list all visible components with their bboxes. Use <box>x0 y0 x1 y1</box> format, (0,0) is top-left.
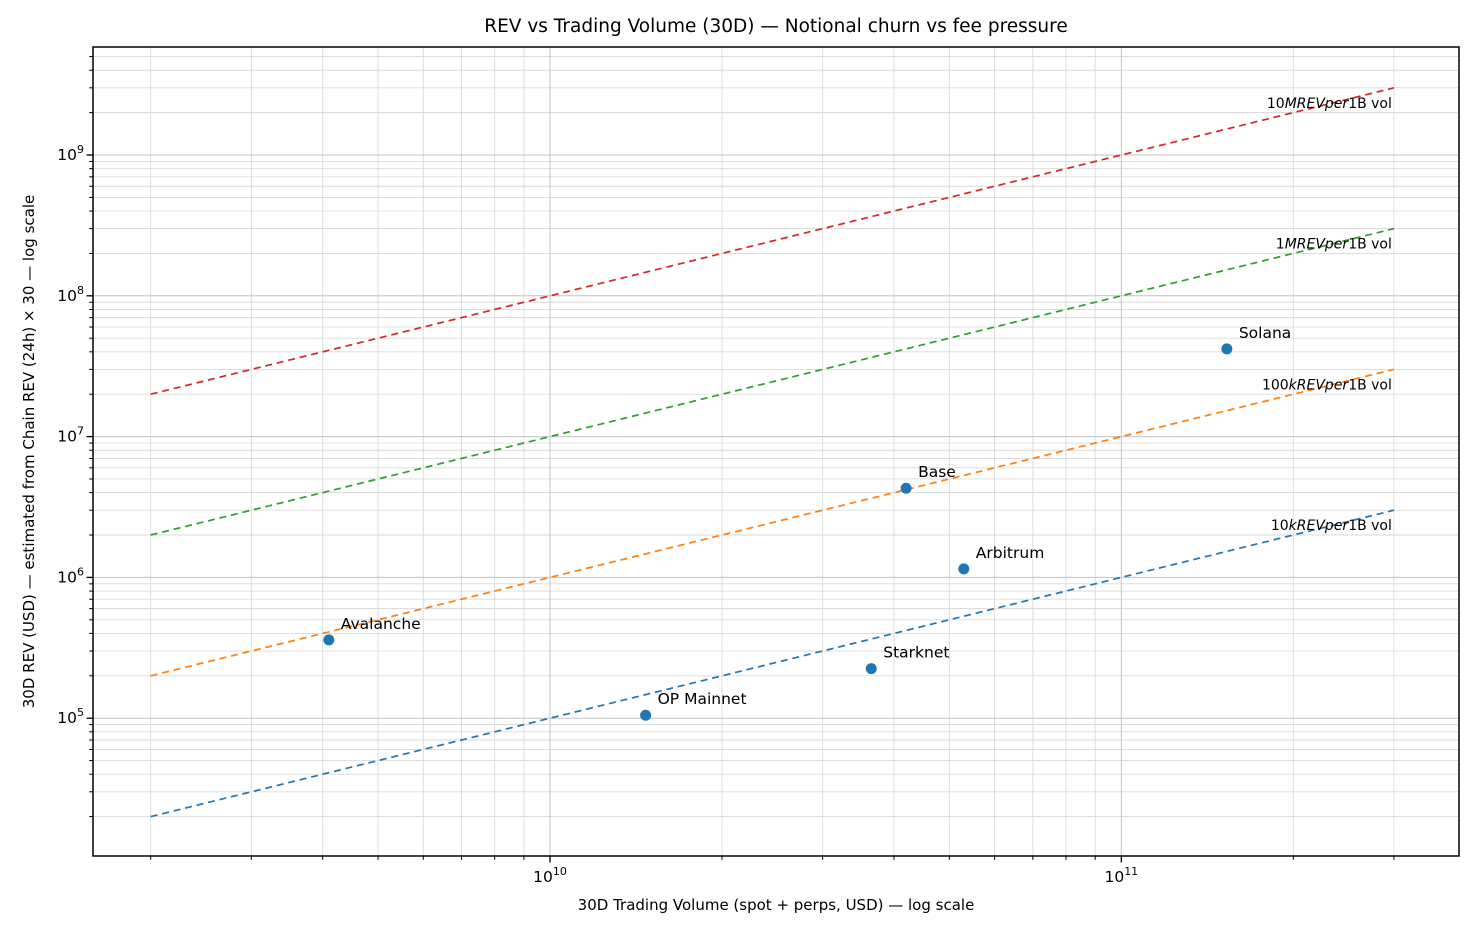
ref-line-1m-rev-per-1b-vol <box>150 227 1395 536</box>
point-label-arbitrum: Arbitrum <box>976 544 1044 562</box>
x-tick-label: 1011 <box>1104 865 1138 886</box>
point-label-solana: Solana <box>1239 324 1291 342</box>
point-label-avalanche: Avalanche <box>341 615 421 633</box>
point-label-base: Base <box>918 463 956 481</box>
point-label-starknet: Starknet <box>883 644 949 662</box>
ref-line-10m-rev-per-1b-vol <box>150 87 1395 396</box>
point-label-op-mainnet: OP Mainnet <box>658 690 747 708</box>
x-tick-label: 1010 <box>533 865 567 886</box>
ref-line-label-10k-rev-per-1b-vol: 10kREVper1B vol <box>1271 518 1392 534</box>
x-axis-label: 30D Trading Volume (spot + perps, USD) —… <box>577 896 975 914</box>
ref-line-10k-rev-per-1b-vol <box>150 509 1395 818</box>
ref-line-label-1m-rev-per-1b-vol: 1MREVper1B vol <box>1276 237 1392 253</box>
ref-line-label-10m-rev-per-1b-vol: 10MREVper1B vol <box>1267 96 1392 112</box>
tick-marks <box>86 56 1395 863</box>
data-point-base <box>900 482 912 494</box>
chart-title: REV vs Trading Volume (30D) — Notional c… <box>484 16 1068 37</box>
y-axis-label: 30D REV (USD) — estimated from Chain REV… <box>20 194 38 709</box>
data-point-solana <box>1221 343 1233 355</box>
y-tick-label: 108 <box>57 284 84 305</box>
ref-line-100k-rev-per-1b-vol <box>150 368 1395 677</box>
data-point-arbitrum <box>958 563 970 575</box>
y-tick-label: 109 <box>57 143 84 164</box>
y-tick-label: 105 <box>57 706 84 727</box>
data-point-avalanche <box>323 634 335 646</box>
gridlines <box>93 47 1459 856</box>
data-point-op-mainnet <box>640 709 652 721</box>
y-tick-label: 106 <box>57 565 84 586</box>
plot-border <box>92 46 1460 857</box>
data-points: Avalanche OP Mainnet Starknet Base Arbitrum S… <box>323 324 1291 721</box>
tick-labels: 1010 1011 105 106 107 108 109 <box>57 143 1138 886</box>
reference-lines: 10MREVper1B vol 1MREVper1B vol 100kREVper1… <box>150 87 1395 818</box>
data-point-starknet <box>865 663 877 675</box>
y-tick-label: 107 <box>57 425 84 446</box>
ref-line-label-100k-rev-per-1b-vol: 100kREVper1B vol <box>1262 377 1392 393</box>
